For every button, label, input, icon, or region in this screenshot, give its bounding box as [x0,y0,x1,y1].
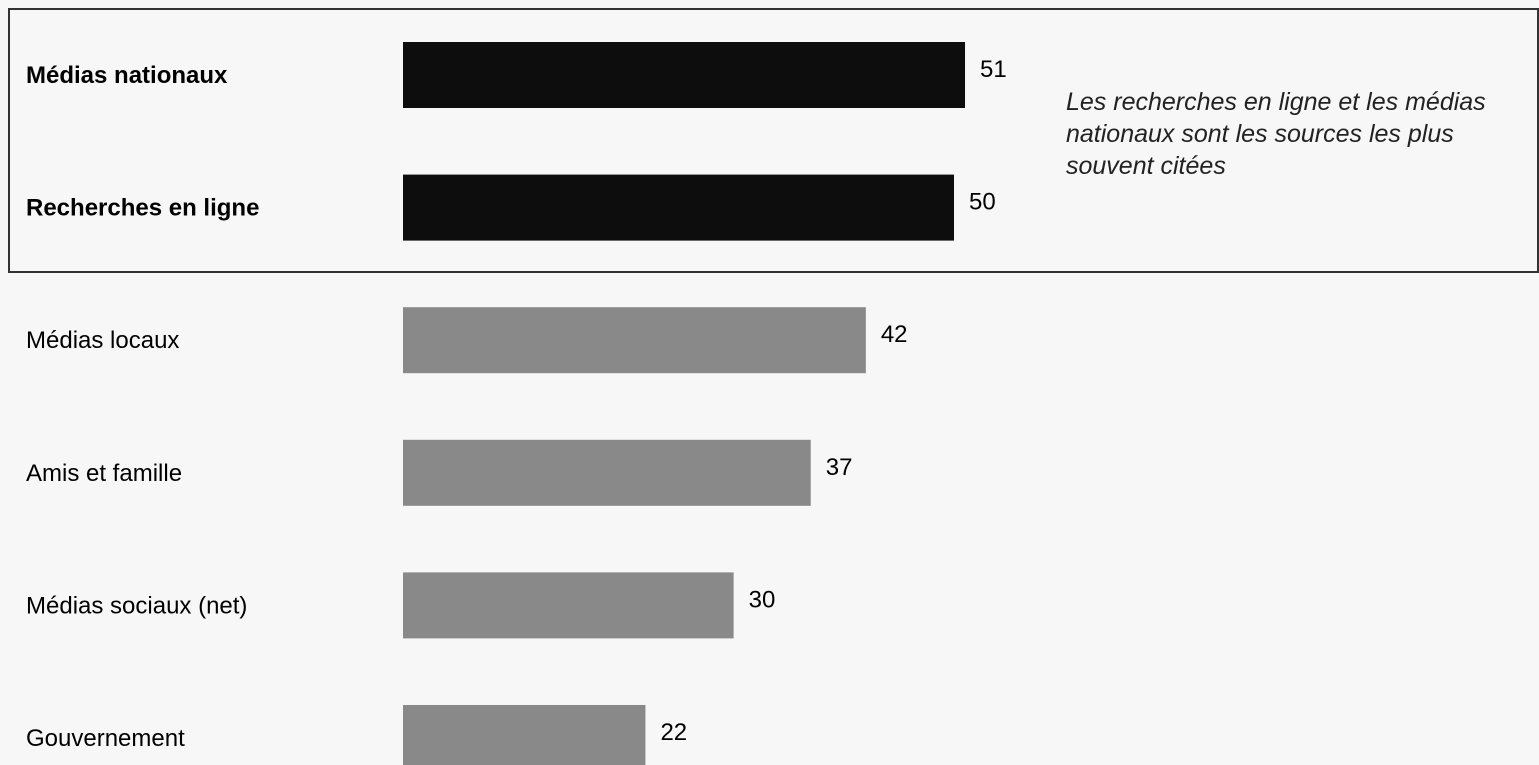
value-label-medias-sociaux-net: 30 [749,586,776,613]
value-label-medias-nationaux: 51 [980,56,1007,83]
bars-group: Médias nationaux 51 Recherches en ligne 50 M… [26,42,1007,765]
value-label-amis-et-famille: 37 [826,454,853,481]
category-label-recherches-en-ligne: Recherches en ligne [26,195,259,222]
bar-medias-sociaux-net [403,572,734,639]
bar-gouvernement [403,705,646,765]
category-label-gouvernement: Gouvernement [26,725,185,752]
chart-annotation: Les recherches en ligne et les médias na… [1066,88,1486,180]
bar-recherches-en-ligne [403,174,954,241]
bar-medias-locaux [403,307,866,374]
category-label-medias-nationaux: Médias nationaux [26,62,228,89]
bar-amis-et-famille [403,439,811,506]
value-label-recherches-en-ligne: 50 [969,189,996,216]
bar-medias-nationaux [403,42,966,108]
value-label-medias-locaux: 42 [881,321,908,348]
category-label-medias-sociaux-net: Médias sociaux (net) [26,592,247,619]
category-label-amis-et-famille: Amis et famille [26,460,182,487]
category-label-medias-locaux: Médias locaux [26,327,179,354]
highlight-box [8,8,1539,273]
value-label-gouvernement: 22 [660,719,687,746]
